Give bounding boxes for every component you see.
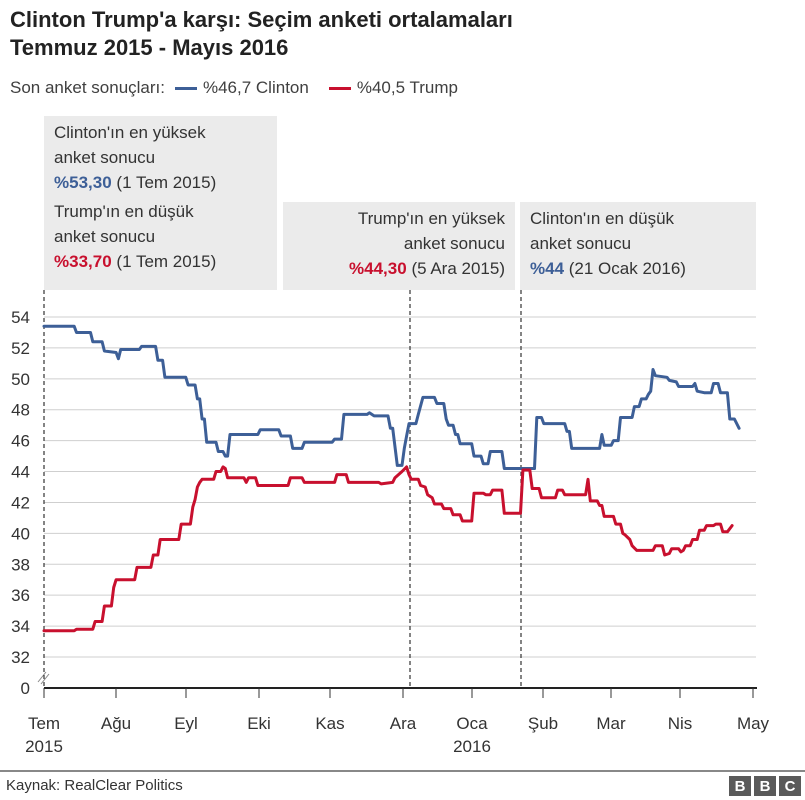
y-tick-label: 52 xyxy=(11,339,30,358)
footer-divider xyxy=(0,770,805,772)
chart-title: Clinton Trump'a karşı: Seçim anketi orta… xyxy=(10,6,513,62)
title-line: Clinton Trump'a karşı: Seçim anketi orta… xyxy=(10,7,513,32)
x-tick-label: May xyxy=(737,714,770,733)
x-tick-label: Ağu xyxy=(101,714,131,733)
annotation-trump-low: Trump'ın en düşük anket sonucu %33,70 (1… xyxy=(54,199,267,274)
annotation-clinton-high: Clinton'ın en yüksek anket sonucu %53,30… xyxy=(54,120,267,195)
x-tick-label: Mar xyxy=(596,714,626,733)
legend-prefix: Son anket sonuçları: xyxy=(10,78,165,97)
annotation-text: Trump'ın en yüksek xyxy=(357,209,505,228)
bbc-logo-letter: B xyxy=(754,776,776,796)
annotation-text: Clinton'ın en düşük xyxy=(530,209,675,228)
series-line-trump xyxy=(42,465,734,633)
x-tick-label: Oca xyxy=(456,714,488,733)
subtitle-line: Temmuz 2015 - Mayıs 2016 xyxy=(10,35,289,60)
annotation-date: (1 Tem 2015) xyxy=(116,173,217,192)
y-tick-label: 0 xyxy=(21,679,30,698)
x-tick-label: Eki xyxy=(247,714,271,733)
x-tick-year: 2015 xyxy=(25,737,63,756)
bbc-logo: B B C xyxy=(729,776,801,796)
x-tick-label: Ara xyxy=(390,714,417,733)
axis-break-icon xyxy=(37,671,50,685)
annotation-date: (21 Ocak 2016) xyxy=(568,259,686,278)
annotation-text: anket sonucu xyxy=(54,227,156,246)
y-tick-label: 46 xyxy=(11,432,30,451)
annotation-value: %44 xyxy=(530,259,565,278)
annotation-clinton-high-trump-low: Clinton'ın en yüksek anket sonucu %53,30… xyxy=(44,116,277,290)
annotation-trump-high: Trump'ın en yüksek anket sonucu %44,30 (… xyxy=(283,202,515,290)
annotation-text: anket sonucu xyxy=(530,234,632,253)
source-text: Kaynak: RealClear Politics xyxy=(6,777,183,794)
x-tick-label: Nis xyxy=(668,714,693,733)
legend-swatch-clinton xyxy=(174,86,197,90)
y-tick-label: 50 xyxy=(11,370,30,389)
legend-swatch-trump xyxy=(328,86,351,90)
y-tick-label: 38 xyxy=(11,555,30,574)
x-tick-label: Şub xyxy=(528,714,558,733)
y-tick-label: 44 xyxy=(11,463,30,482)
x-tick-label: Eyl xyxy=(174,714,198,733)
bbc-logo-letter: B xyxy=(729,776,751,796)
line-chart: 0 32 34 36 38 40 42 44 46 48 50 52 54 Tem 2015 Ağu Eyl Ek… xyxy=(11,290,770,756)
legend: Son anket sonuçları: %46,7 Clinton %40,5… xyxy=(10,78,458,98)
x-tick-label: Kas xyxy=(315,714,344,733)
annotation-text: Trump'ın en düşük xyxy=(54,202,194,221)
legend-label-clinton: %46,7 Clinton xyxy=(202,78,309,97)
annotation-text: anket sonucu xyxy=(403,234,505,253)
annotation-value: %53,30 xyxy=(54,173,112,192)
annotation-text: anket sonucu xyxy=(54,148,156,167)
y-tick-label: 54 xyxy=(11,308,30,327)
y-tick-label: 42 xyxy=(11,493,30,512)
annotation-date: (5 Ara 2015) xyxy=(411,259,505,278)
x-tick-label: Tem xyxy=(28,714,60,733)
bbc-logo-letter: C xyxy=(779,776,801,796)
y-tick-label: 34 xyxy=(11,617,30,636)
y-tick-label: 32 xyxy=(11,648,30,667)
annotation-clinton-low: Clinton'ın en düşük anket sonucu %44 (21… xyxy=(520,202,756,290)
series-line-clinton xyxy=(42,324,741,470)
annotation-date: (1 Tem 2015) xyxy=(116,252,217,271)
y-tick-label: 36 xyxy=(11,586,30,605)
annotation-text: Clinton'ın en yüksek xyxy=(54,123,206,142)
y-tick-label: 40 xyxy=(11,524,30,543)
annotation-value: %33,70 xyxy=(54,252,112,271)
y-tick-label: 48 xyxy=(11,401,30,420)
legend-label-trump: %40,5 Trump xyxy=(356,78,458,97)
x-tick-year: 2016 xyxy=(453,737,491,756)
annotation-value: %44,30 xyxy=(349,259,407,278)
